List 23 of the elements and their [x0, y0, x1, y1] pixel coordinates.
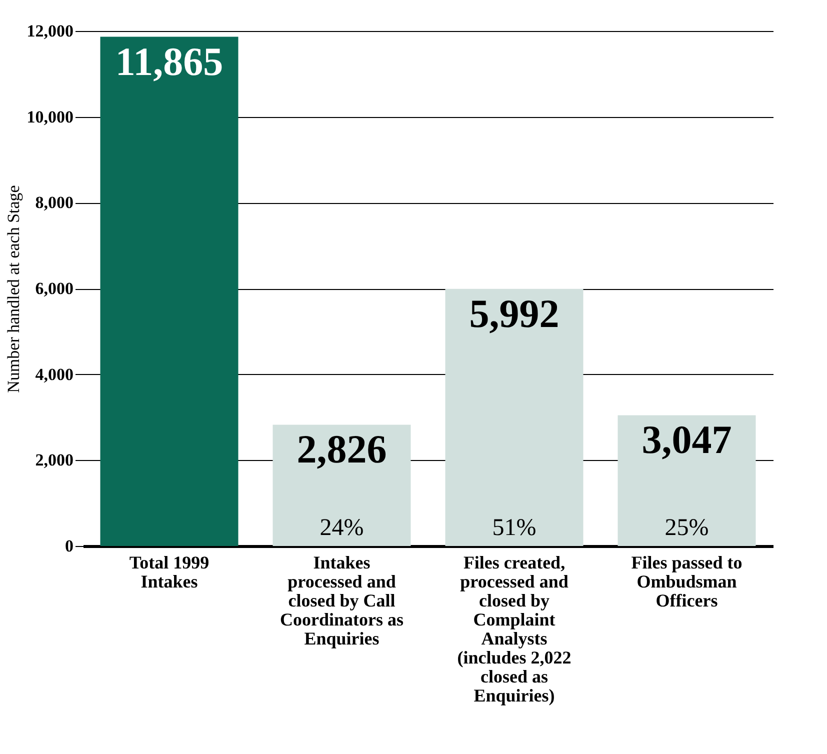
x-tick-label: Files created, processed and closed by Complaint Analysts (includes 2,022 closed as Enquiries) [457, 552, 572, 706]
bar [100, 36, 238, 546]
y-tick-label: 8,000 [35, 193, 74, 212]
y-tick-label: 4,000 [35, 364, 74, 384]
y-tick-label: 2,000 [35, 450, 74, 470]
data-label: 11,865 [115, 38, 224, 84]
y-tick-label: 12,000 [26, 22, 74, 40]
y-tick-label: 0 [65, 536, 74, 556]
x-tick-label: Intakes processed and closed by Call Coordinators as Enquiries [280, 552, 404, 648]
bar [445, 288, 584, 546]
x-tick-label: Files passed to Ombudsman Officers [631, 552, 742, 610]
bar [618, 415, 756, 546]
y-tick-label: 10,000 [26, 107, 74, 126]
data-label: 2,826 [296, 426, 387, 472]
annotation: 24% [320, 515, 364, 541]
annotation: 25% [664, 515, 709, 541]
bar [272, 424, 411, 546]
x-tick-label: Total 1999 Intakes [129, 552, 210, 592]
annotation: 51% [492, 515, 536, 541]
y-axis-title: Number handled at each Stage [4, 185, 23, 393]
data-label: 5,992 [469, 290, 560, 336]
y-tick-label: 6,000 [35, 279, 74, 298]
data-label: 3,047 [642, 417, 732, 462]
